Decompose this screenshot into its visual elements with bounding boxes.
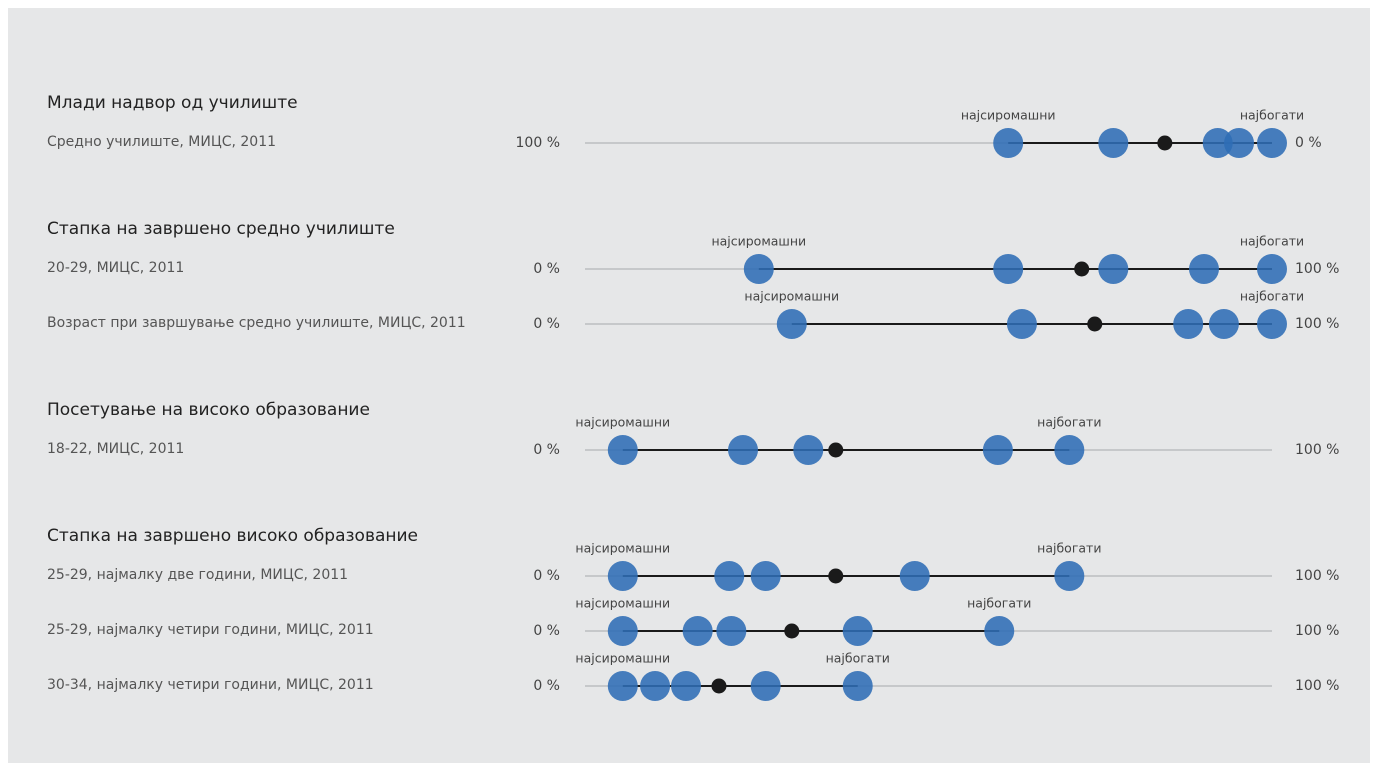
quintile-dot	[1054, 561, 1085, 591]
x-tick-label: 0 %	[533, 261, 560, 277]
x-tick-label: 100 %	[1295, 623, 1339, 639]
quintile-dot	[842, 671, 873, 701]
row-label: 18-22, МИЦС, 2011	[47, 441, 185, 457]
group-title: Стапка на завршено високо образование	[47, 526, 419, 546]
poorest-label: најсиромашни	[744, 289, 839, 304]
quintile-dot	[1188, 254, 1219, 284]
quintile-dot	[716, 616, 747, 646]
poorest-label: најсиромашни	[575, 596, 670, 611]
group-title: Млади надвор од училиште	[47, 93, 298, 113]
quintile-dot	[1098, 254, 1129, 284]
quintile-dot	[993, 254, 1024, 284]
poorest-label: најсиромашни	[575, 651, 670, 666]
quintile-dot	[1173, 309, 1204, 339]
mean-dot	[711, 678, 727, 694]
quintile-dot	[1006, 309, 1037, 339]
poorest-label: најсиромашни	[575, 415, 670, 430]
richest-label: најбогати	[1240, 234, 1304, 249]
x-tick-label: 100 %	[1295, 678, 1339, 694]
quintile-dot	[1098, 128, 1129, 158]
quintile-dot	[1208, 309, 1239, 339]
row-label: Возраст при завршување средно училиште, …	[47, 315, 466, 331]
richest-label: најбогати	[967, 596, 1031, 611]
poorest-label: најсиромашни	[711, 234, 806, 249]
mean-dot	[828, 442, 844, 458]
quintile-dot	[993, 128, 1024, 158]
x-tick-label: 100 %	[1295, 261, 1339, 277]
quintile-dot	[982, 435, 1013, 465]
x-tick-label: 100 %	[1295, 316, 1339, 332]
quintile-dot	[1224, 128, 1255, 158]
quintile-dot	[984, 616, 1015, 646]
mean-dot	[1074, 261, 1090, 277]
quintile-dot	[899, 561, 930, 591]
quintile-dot	[743, 254, 774, 284]
quintile-dot	[750, 671, 781, 701]
richest-label: најбогати	[1240, 108, 1304, 123]
group-title: Посетување на високо образование	[47, 400, 370, 420]
x-tick-label: 100 %	[1295, 568, 1339, 584]
richest-label: најбогати	[1240, 289, 1304, 304]
quintile-dot	[793, 435, 824, 465]
quintile-dot	[842, 616, 873, 646]
x-tick-label: 0 %	[1295, 135, 1322, 151]
x-tick-label: 0 %	[533, 568, 560, 584]
x-tick-label: 0 %	[533, 623, 560, 639]
quintile-dot	[1054, 435, 1085, 465]
quintile-dot	[714, 561, 745, 591]
quintile-dot	[1257, 309, 1287, 339]
row-label: Средно училиште, МИЦС, 2011	[47, 134, 277, 150]
quintile-dot	[1257, 128, 1287, 158]
x-tick-label: 100 %	[516, 135, 560, 151]
row-label: 20-29, МИЦС, 2011	[47, 260, 185, 276]
x-tick-label: 0 %	[533, 442, 560, 458]
quintile-dot	[776, 309, 807, 339]
quintile-dot	[1202, 128, 1233, 158]
richest-label: најбогати	[826, 651, 890, 666]
row-label: 30-34, најмалку четири години, МИЦС, 201…	[47, 677, 374, 693]
row-label: 25-29, најмалку четири години, МИЦС, 201…	[47, 622, 374, 638]
x-tick-label: 100 %	[1295, 442, 1339, 458]
x-tick-label: 0 %	[533, 316, 560, 332]
richest-label: најбогати	[1037, 415, 1101, 430]
quintile-dot	[640, 671, 671, 701]
mean-dot	[828, 568, 844, 584]
mean-dot	[1157, 135, 1173, 151]
quintile-dot	[728, 435, 759, 465]
mean-dot	[784, 623, 800, 639]
mean-dot	[1087, 316, 1103, 332]
x-tick-label: 0 %	[533, 678, 560, 694]
richest-label: најбогати	[1037, 541, 1101, 556]
quintile-dot	[750, 561, 781, 591]
quintile-dot	[607, 671, 638, 701]
poorest-label: најсиромашни	[575, 541, 670, 556]
quintile-dot	[1257, 254, 1287, 284]
quintile-dot	[670, 671, 701, 701]
group-title: Стапка на завршено средно училиште	[47, 219, 395, 239]
quintile-dot	[682, 616, 713, 646]
quintile-dot	[607, 561, 638, 591]
quintile-dot	[607, 435, 638, 465]
row-label: 25-29, најмалку две години, МИЦС, 2011	[47, 567, 349, 583]
quintile-dot	[607, 616, 638, 646]
poorest-label: најсиромашни	[961, 108, 1056, 123]
